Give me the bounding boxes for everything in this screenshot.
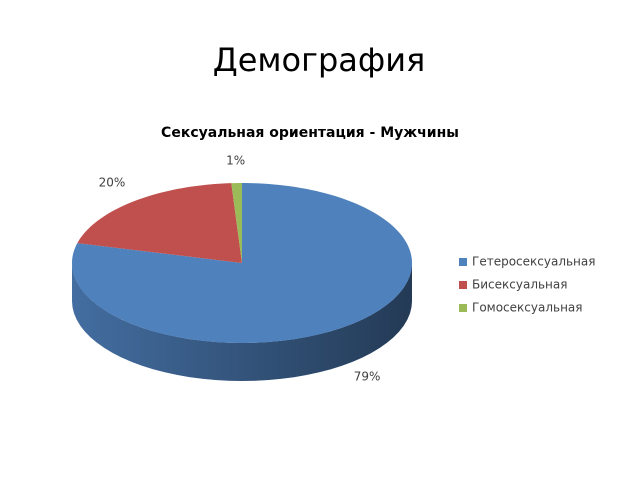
legend-swatch xyxy=(459,304,467,312)
legend-swatch xyxy=(459,258,467,266)
data-label: 1% xyxy=(226,154,245,168)
legend-label: Гетеросексуальная xyxy=(472,255,595,269)
slide-title: Демография xyxy=(213,41,426,79)
slice xyxy=(77,183,242,263)
slice xyxy=(231,183,242,263)
slice-side-shade xyxy=(72,263,412,381)
legend-swatch xyxy=(459,281,467,289)
data-label: 20% xyxy=(99,176,126,190)
legend-label: Гомосексуальная xyxy=(472,301,583,315)
slice xyxy=(72,183,412,343)
chart-title: Сексуальная ориентация - Мужчины xyxy=(161,125,459,141)
data-label: 79% xyxy=(354,369,381,383)
legend-label: Бисексуальная xyxy=(472,278,567,292)
